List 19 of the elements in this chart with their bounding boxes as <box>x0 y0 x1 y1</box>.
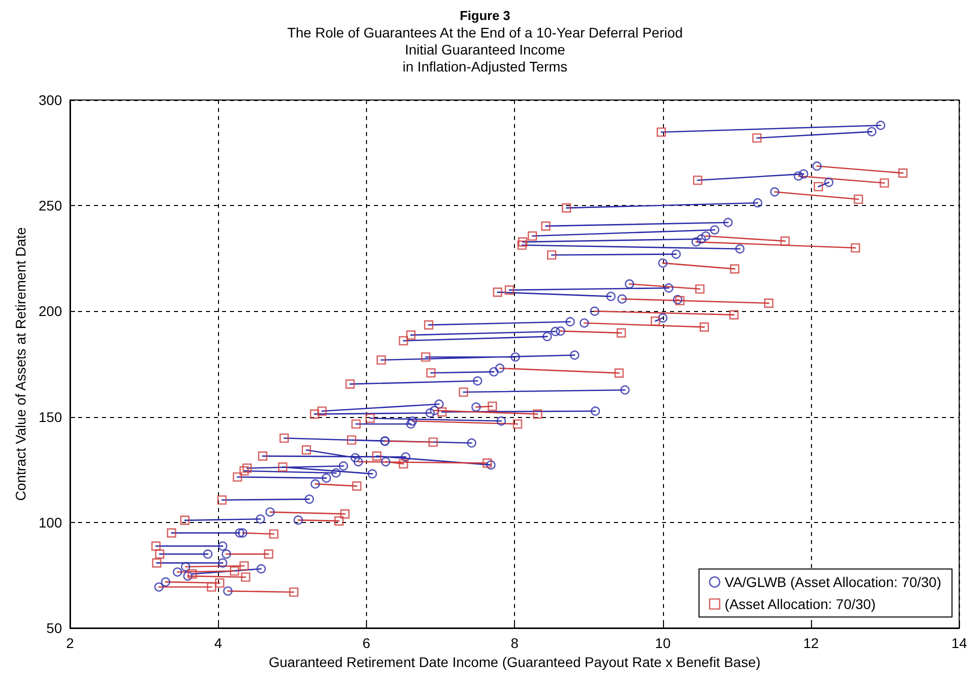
legend-label: (Asset Allocation: 70/30) <box>724 596 876 612</box>
x-tick-label: 8 <box>510 635 519 651</box>
y-tick-label: 300 <box>38 92 62 108</box>
y-axis-title: Contract Value of Assets at Retirement Date <box>12 226 29 501</box>
y-tick-label: 200 <box>38 303 62 320</box>
x-tick-label: 6 <box>362 635 371 651</box>
y-tick-label: 100 <box>38 514 62 530</box>
y-tick-label: 150 <box>38 408 62 425</box>
legend-label: VA/GLWB (Asset Allocation: 70/30) <box>724 574 942 590</box>
x-tick-label: 10 <box>655 635 671 651</box>
x-axis-title: Guaranteed Retirement Date Income (Guaranteed Payout Rate x Benefit Base) <box>268 654 761 670</box>
x-tick-label: 12 <box>803 635 820 651</box>
y-tick-label: 250 <box>38 198 62 214</box>
chart-subtitle: The Role of Guarantees At the End of a 10-Year Deferral Period Initial Guaranteed Income in Inflation-Adjusted Terms <box>287 24 683 74</box>
y-tick-label: 50 <box>46 620 62 636</box>
chart-title: Figure 3 <box>460 8 510 23</box>
x-tick-label: 4 <box>214 635 222 651</box>
x-tick-label: 14 <box>951 635 968 651</box>
x-tick-label: 2 <box>66 635 74 651</box>
